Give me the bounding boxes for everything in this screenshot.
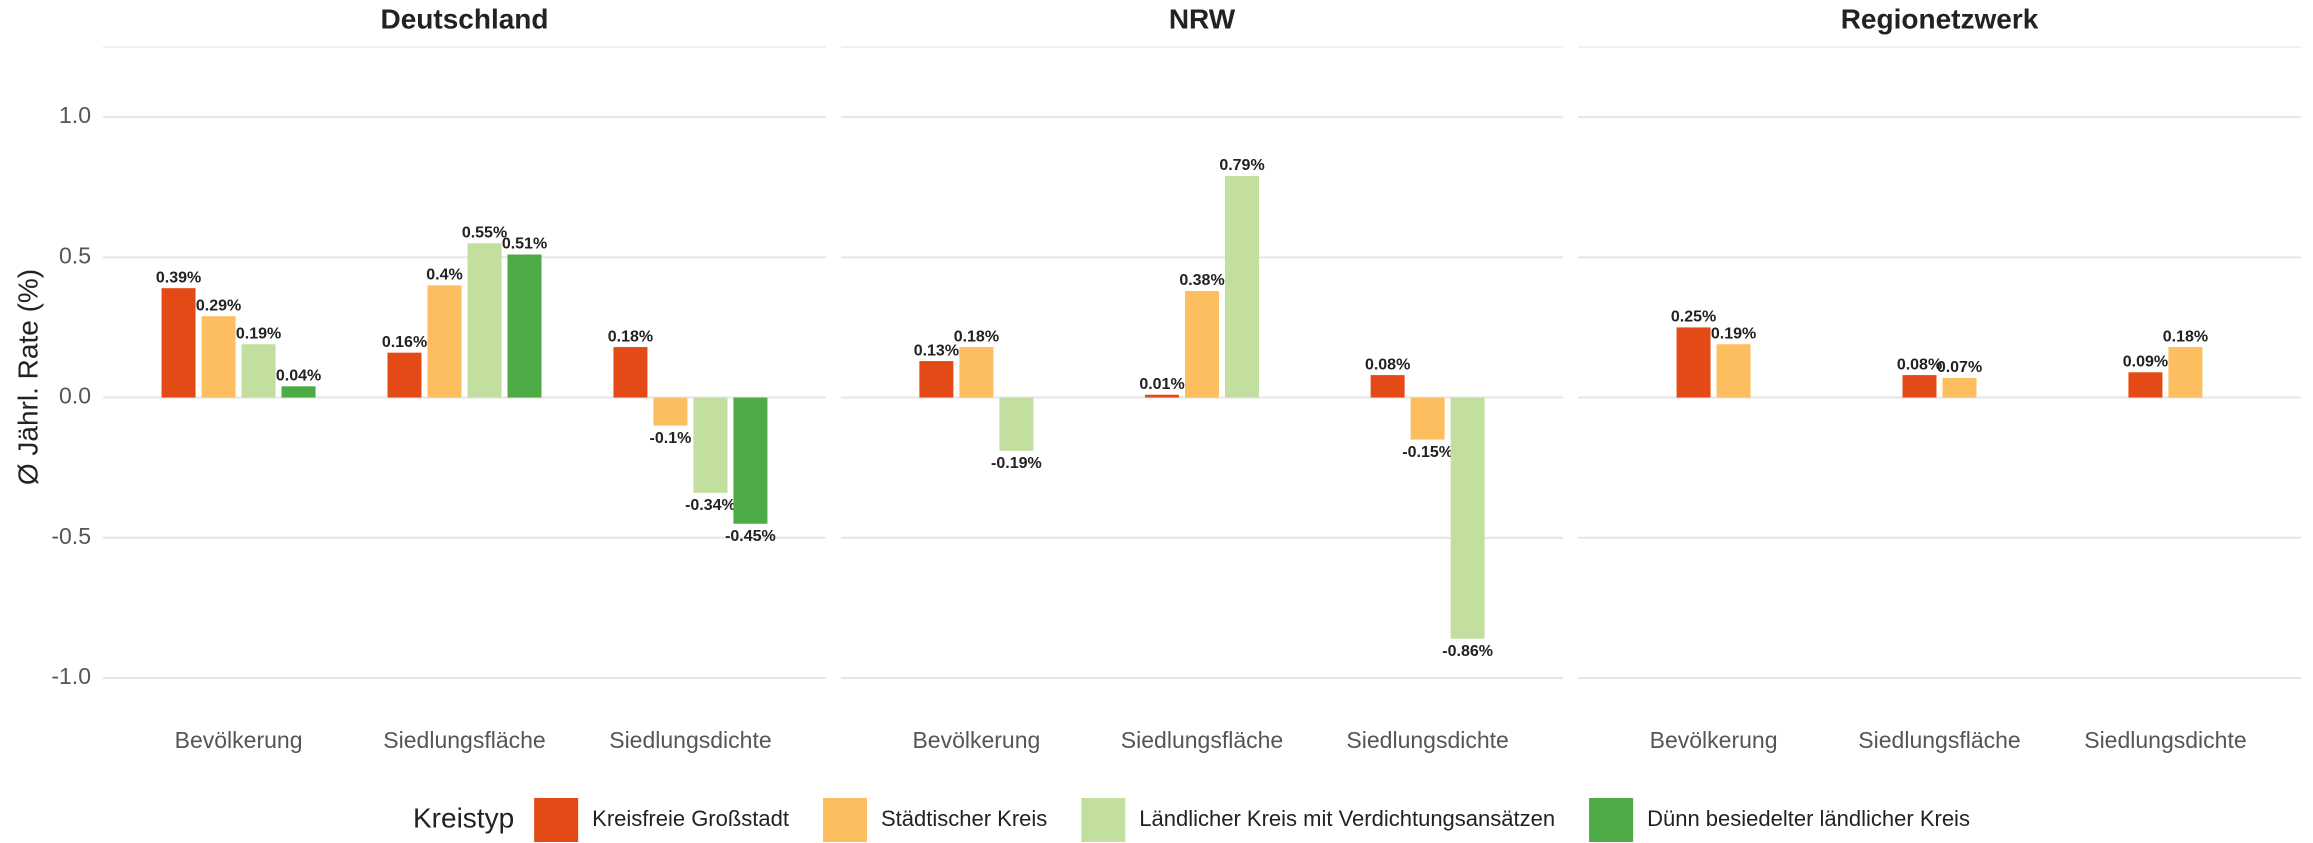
x-tick-label: Siedlungsdichte: [1346, 727, 1508, 753]
data-label: -0.15%: [1402, 444, 1453, 461]
data-label: 0.04%: [276, 368, 321, 385]
data-label: 0.39%: [156, 269, 201, 286]
bar: [161, 288, 196, 398]
data-label: 0.18%: [954, 328, 999, 345]
bar: [201, 316, 236, 398]
data-label: -0.19%: [991, 455, 1042, 472]
legend-swatch: [534, 798, 579, 842]
y-tick-label: 0.0: [59, 383, 91, 409]
bar: [281, 386, 316, 398]
bar: [2128, 372, 2163, 398]
data-label: 0.51%: [502, 236, 547, 253]
bar: [919, 361, 954, 398]
data-label: 0.4%: [426, 267, 462, 284]
x-tick-label: Siedlungsfläche: [1858, 727, 2020, 753]
data-label: 0.16%: [382, 334, 427, 351]
bar: [2168, 347, 2203, 398]
data-label: 0.19%: [236, 325, 281, 342]
bar: [733, 397, 768, 524]
bar: [241, 344, 276, 398]
data-label: 0.55%: [462, 225, 507, 242]
bar: [1145, 394, 1179, 398]
x-tick-label: Bevölkerung: [175, 727, 303, 753]
data-label: 0.79%: [1219, 157, 1264, 174]
legend-label: Städtischer Kreis: [881, 806, 1047, 831]
bar: [1676, 327, 1711, 398]
legend-swatch: [823, 798, 867, 842]
bar: [1716, 344, 1751, 398]
bar: [1902, 375, 1937, 398]
data-label: 0.38%: [1179, 272, 1224, 289]
x-tick-label: Bevölkerung: [912, 727, 1040, 753]
x-tick-label: Siedlungsfläche: [1121, 727, 1283, 753]
facet-title: NRW: [1169, 3, 1236, 34]
bar: [999, 397, 1034, 451]
bar: [1225, 175, 1259, 398]
bar: [387, 352, 422, 398]
y-tick-label: -1.0: [51, 663, 91, 689]
bar: [1450, 397, 1485, 639]
legend-title: Kreistyp: [413, 802, 514, 833]
bar: [959, 347, 994, 398]
data-label: 0.01%: [1139, 376, 1184, 393]
y-tick-label: 0.5: [59, 242, 91, 268]
data-label: 0.18%: [608, 328, 653, 345]
legend-label: Dünn besiedelter ländlicher Kreis: [1647, 806, 1970, 831]
bar: [1185, 290, 1219, 398]
data-label: 0.29%: [196, 297, 241, 314]
data-label: -0.86%: [1442, 643, 1493, 660]
x-tick-label: Bevölkerung: [1650, 727, 1778, 753]
data-label: 0.08%: [1365, 356, 1410, 373]
legend-label: Kreisfreie Großstadt: [592, 806, 789, 831]
data-label: -0.45%: [725, 528, 776, 545]
x-tick-label: Siedlungsdichte: [609, 727, 771, 753]
facet-title: Regionetzwerk: [1841, 3, 2039, 34]
y-axis-label: Ø Jährl. Rate (%): [12, 269, 43, 485]
x-tick-label: Siedlungsfläche: [383, 727, 545, 753]
bar: [1942, 377, 1977, 398]
y-tick-label: -0.5: [51, 523, 91, 549]
bar: [1410, 397, 1445, 440]
bar: [507, 254, 542, 398]
legend-swatch: [1589, 798, 1634, 842]
x-tick-label: Siedlungsdichte: [2084, 727, 2246, 753]
bar: [1370, 375, 1405, 398]
legend-swatch: [1081, 798, 1126, 842]
y-tick-label: 1.0: [59, 102, 91, 128]
data-label: 0.25%: [1671, 309, 1716, 326]
data-label: 0.18%: [2163, 328, 2208, 345]
bar: [427, 285, 462, 398]
data-label: 0.09%: [2123, 354, 2168, 371]
data-label: -0.1%: [650, 430, 692, 447]
data-label: 0.13%: [914, 342, 959, 359]
data-label: 0.07%: [1937, 359, 1982, 376]
bar: [467, 243, 502, 398]
facet-title: Deutschland: [380, 3, 548, 34]
data-label: 0.08%: [1897, 356, 1942, 373]
legend-label: Ländlicher Kreis mit Verdichtungsansätze…: [1139, 806, 1555, 831]
bar: [653, 397, 688, 426]
bar: [613, 347, 648, 398]
data-label: 0.19%: [1711, 325, 1756, 342]
data-label: -0.34%: [685, 497, 736, 514]
bar: [693, 397, 728, 493]
